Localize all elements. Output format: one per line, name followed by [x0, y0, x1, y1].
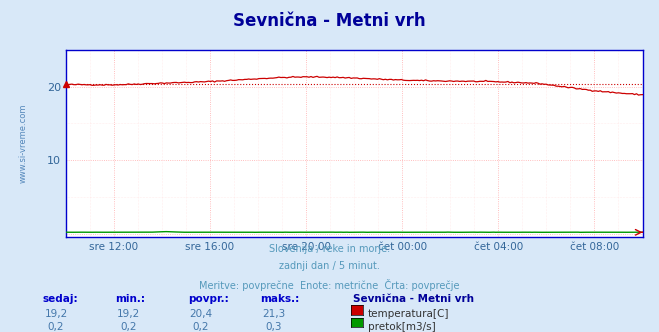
Text: povpr.:: povpr.: — [188, 294, 229, 304]
Text: Slovenija / reke in morje.: Slovenija / reke in morje. — [269, 244, 390, 254]
Text: 19,2: 19,2 — [117, 309, 140, 319]
Text: zadnji dan / 5 minut.: zadnji dan / 5 minut. — [279, 261, 380, 271]
Text: min.:: min.: — [115, 294, 146, 304]
Text: pretok[m3/s]: pretok[m3/s] — [368, 322, 436, 332]
Text: temperatura[C]: temperatura[C] — [368, 309, 449, 319]
Text: 20,4: 20,4 — [189, 309, 213, 319]
Text: 21,3: 21,3 — [262, 309, 285, 319]
Text: 0,2: 0,2 — [192, 322, 210, 332]
Text: Meritve: povprečne  Enote: metrične  Črta: povprečje: Meritve: povprečne Enote: metrične Črta:… — [199, 279, 460, 290]
Text: 19,2: 19,2 — [44, 309, 68, 319]
Text: 0,3: 0,3 — [265, 322, 282, 332]
Text: sedaj:: sedaj: — [43, 294, 78, 304]
Text: Sevnična - Metni vrh: Sevnična - Metni vrh — [353, 294, 474, 304]
Text: Sevnična - Metni vrh: Sevnična - Metni vrh — [233, 12, 426, 30]
Text: 0,2: 0,2 — [120, 322, 137, 332]
Text: 0,2: 0,2 — [47, 322, 65, 332]
Text: maks.:: maks.: — [260, 294, 300, 304]
Text: www.si-vreme.com: www.si-vreme.com — [18, 104, 27, 183]
